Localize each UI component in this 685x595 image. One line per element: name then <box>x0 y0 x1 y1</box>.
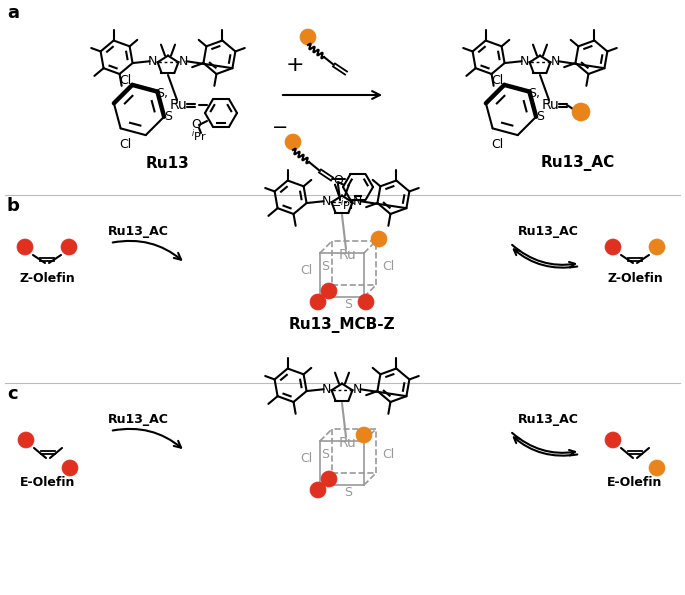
Text: Ru: Ru <box>339 436 357 450</box>
Text: E-Olefin: E-Olefin <box>608 475 662 488</box>
Circle shape <box>18 432 34 448</box>
Text: N: N <box>322 195 332 208</box>
Text: +: + <box>286 55 304 75</box>
Text: N: N <box>148 55 158 68</box>
Circle shape <box>605 432 621 448</box>
Text: O: O <box>191 118 201 131</box>
Text: Cl: Cl <box>119 74 131 86</box>
Text: O: O <box>333 174 343 186</box>
Circle shape <box>17 239 33 255</box>
Circle shape <box>358 294 374 310</box>
Circle shape <box>61 239 77 255</box>
Text: N: N <box>179 55 188 68</box>
Circle shape <box>605 239 621 255</box>
Text: Ru13_MCB-Z: Ru13_MCB-Z <box>288 317 395 333</box>
Text: Z-Olefin: Z-Olefin <box>607 271 663 284</box>
Circle shape <box>62 460 78 476</box>
Text: S,: S, <box>156 87 168 101</box>
Text: Cl: Cl <box>382 261 394 274</box>
Text: Cl: Cl <box>300 453 312 465</box>
Text: Z-Olefin: Z-Olefin <box>19 271 75 284</box>
Circle shape <box>300 29 316 45</box>
Text: S: S <box>536 109 544 123</box>
Text: −$^i$Pr: −$^i$Pr <box>332 197 357 213</box>
Text: Cl: Cl <box>119 139 131 152</box>
Text: N: N <box>353 195 362 208</box>
Text: S: S <box>344 487 352 499</box>
Text: Ru13: Ru13 <box>146 155 190 171</box>
Text: Cl: Cl <box>491 139 503 152</box>
Text: S: S <box>321 261 329 274</box>
Text: S: S <box>344 299 352 312</box>
Circle shape <box>285 134 301 150</box>
Text: Ru13_AC: Ru13_AC <box>108 226 169 239</box>
Circle shape <box>321 471 337 487</box>
Text: $^i$Pr: $^i$Pr <box>191 128 207 145</box>
Text: Ru: Ru <box>542 98 560 112</box>
Text: N: N <box>551 55 560 68</box>
Text: N: N <box>322 383 332 396</box>
Circle shape <box>356 427 372 443</box>
Text: S,: S, <box>528 87 540 101</box>
Circle shape <box>310 294 326 310</box>
Text: Cl: Cl <box>491 74 503 86</box>
Text: Cl: Cl <box>382 449 394 462</box>
Circle shape <box>649 239 665 255</box>
Text: Ru: Ru <box>170 98 188 112</box>
Text: Ru13_AC: Ru13_AC <box>518 226 578 239</box>
Text: b: b <box>7 197 20 215</box>
Text: N: N <box>520 55 530 68</box>
Text: Ru13_AC: Ru13_AC <box>518 414 578 427</box>
Text: Ru: Ru <box>339 248 357 262</box>
Text: c: c <box>7 385 18 403</box>
Text: S: S <box>164 109 172 123</box>
Text: N: N <box>353 383 362 396</box>
Circle shape <box>572 103 590 121</box>
Text: Cl: Cl <box>300 265 312 277</box>
Text: a: a <box>7 4 19 22</box>
Text: Ru13_AC: Ru13_AC <box>541 155 615 171</box>
Text: Ru13_AC: Ru13_AC <box>108 414 169 427</box>
Text: E-Olefin: E-Olefin <box>21 475 75 488</box>
Text: S: S <box>321 449 329 462</box>
Circle shape <box>310 482 326 498</box>
Circle shape <box>649 460 665 476</box>
Text: −: − <box>272 117 288 136</box>
Circle shape <box>371 231 387 247</box>
Circle shape <box>321 283 337 299</box>
